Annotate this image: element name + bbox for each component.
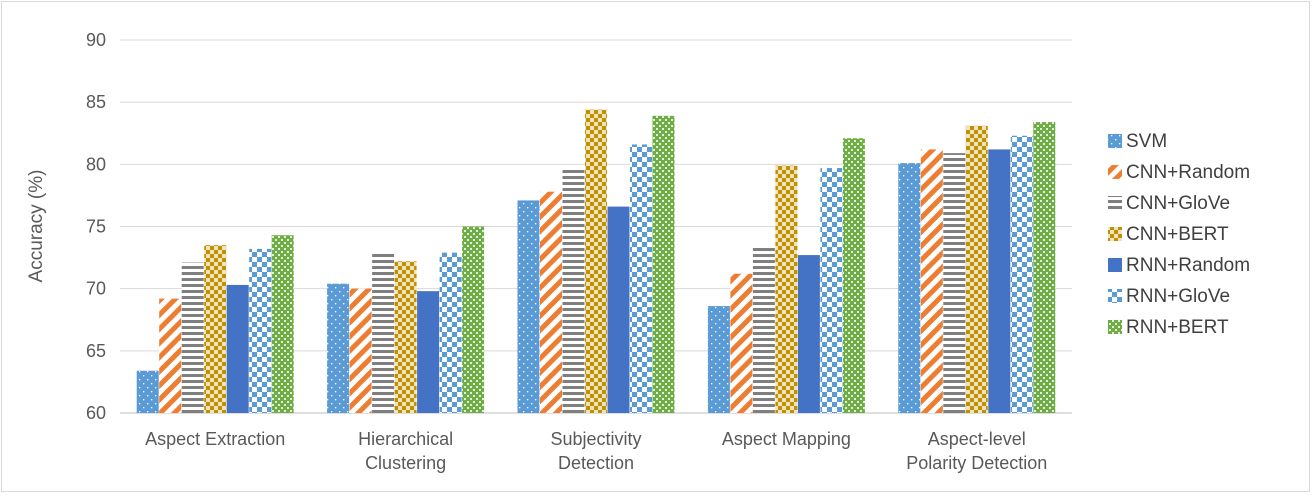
x-tick-label: Aspect Extraction [145,429,285,449]
bar [730,273,753,413]
bar [417,291,440,413]
bar [965,125,988,413]
bar [159,298,182,413]
bar [204,245,227,413]
legend-label: RNN+GloVe [1126,286,1230,307]
legend-label: CNN+Random [1126,162,1250,183]
bar [920,149,943,413]
bar [349,288,372,413]
legend-label: CNN+GloVe [1126,193,1230,214]
bar [988,149,1011,413]
bar [271,235,294,413]
x-tick-label: Aspect Mapping [722,429,851,449]
y-tick-label: 85 [86,92,106,112]
legend-swatch [1108,227,1122,241]
y-tick-label: 80 [86,154,106,174]
legend-swatch [1108,196,1122,210]
bar [752,245,775,413]
bar [707,306,730,413]
bar [775,165,798,413]
bar [562,169,585,413]
bar [630,144,652,413]
bar [181,262,204,413]
x-tick-label: Subjectivity Detection [550,429,641,473]
legend-label: CNN+BERT [1126,224,1229,245]
legend-swatch [1108,134,1122,148]
y-tick-label: 75 [86,217,106,237]
y-axis-title: Accuracy (%) [26,170,47,283]
bar [327,283,350,413]
bar [820,168,843,413]
legend-swatch [1108,320,1122,334]
x-axis-labels: Aspect Extraction Hierarchical Clustering S… [145,429,1047,473]
bar [372,253,395,413]
y-tick-label: 70 [86,279,106,299]
bar [943,153,966,414]
bar [540,191,562,413]
x-tick-label: Hierarchical Clustering [358,429,453,473]
bar [797,255,820,413]
x-tick-label: Aspect-level Polarity Detection [906,429,1047,473]
bar [249,248,272,413]
y-axis-ticks: 60 65 70 75 80 85 90 [86,30,106,423]
legend-swatch [1108,165,1122,179]
bar [136,370,159,413]
bar [394,261,417,413]
bars [136,109,1056,414]
bar [842,138,865,413]
bar [462,226,485,413]
bar [607,206,630,413]
bar [226,284,249,413]
bar [898,163,921,413]
y-tick-label: 65 [86,341,106,361]
y-tick-label: 90 [86,30,106,50]
bar [517,200,540,413]
legend-swatch [1108,258,1122,272]
bar [1010,135,1033,413]
legend: SVM CNN+Random CNN+GloVe CNN+BERT RNN+Random… [1108,131,1250,338]
legend-label: RNN+BERT [1126,317,1229,338]
bar [439,252,462,413]
legend-swatch [1108,289,1122,303]
bar [652,115,675,414]
bar [1033,122,1056,413]
legend-label: RNN+Random [1126,255,1250,276]
y-tick-label: 60 [86,403,106,423]
bar [585,109,607,414]
legend-label: SVM [1126,131,1167,152]
